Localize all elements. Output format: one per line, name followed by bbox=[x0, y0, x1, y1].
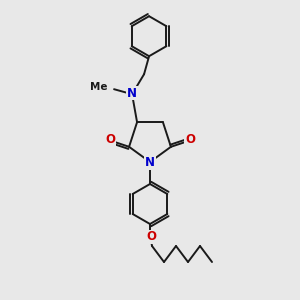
Text: N: N bbox=[145, 157, 155, 169]
Text: O: O bbox=[146, 230, 156, 244]
Text: N: N bbox=[127, 87, 137, 100]
Text: O: O bbox=[185, 133, 195, 146]
Text: O: O bbox=[105, 133, 115, 146]
Text: Me: Me bbox=[90, 82, 107, 92]
